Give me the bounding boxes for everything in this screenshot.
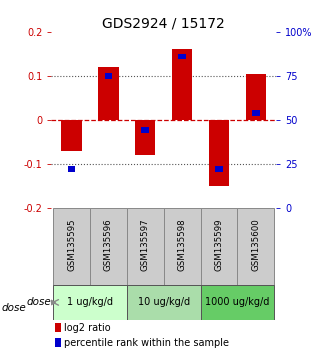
Text: GSM135595: GSM135595 (67, 218, 76, 271)
Text: dose: dose (27, 297, 52, 307)
Text: GSM135598: GSM135598 (178, 218, 187, 271)
Bar (178, 53, 186, 59)
Text: dose: dose (2, 303, 26, 313)
Bar (172, 50, 192, 120)
Bar (201, 208, 238, 285)
Bar (53, 208, 90, 285)
Bar (55, 338, 61, 347)
Text: GSM135597: GSM135597 (141, 218, 150, 271)
Bar (98, 67, 118, 120)
Bar (142, 127, 149, 133)
Text: GSM135599: GSM135599 (214, 218, 223, 271)
Bar (127, 285, 201, 320)
Bar (209, 120, 229, 185)
Text: log2 ratio: log2 ratio (64, 323, 110, 333)
Text: GSM135596: GSM135596 (104, 218, 113, 271)
Bar (55, 323, 61, 332)
Bar (135, 120, 155, 155)
Bar (105, 73, 112, 79)
Text: 10 ug/kg/d: 10 ug/kg/d (138, 297, 190, 307)
Bar (90, 208, 127, 285)
Bar (246, 74, 266, 120)
Text: 1 ug/kg/d: 1 ug/kg/d (67, 297, 113, 307)
Bar (62, 120, 82, 150)
Text: percentile rank within the sample: percentile rank within the sample (64, 338, 229, 348)
Bar (68, 166, 75, 172)
Bar (53, 285, 127, 320)
Text: GSM135600: GSM135600 (251, 218, 260, 271)
Bar (252, 110, 260, 115)
Bar (238, 208, 274, 285)
Title: GDS2924 / 15172: GDS2924 / 15172 (102, 17, 225, 31)
Text: 1000 ug/kg/d: 1000 ug/kg/d (205, 297, 270, 307)
Bar (215, 166, 223, 172)
Bar (201, 285, 274, 320)
Bar (164, 208, 201, 285)
Bar (127, 208, 164, 285)
